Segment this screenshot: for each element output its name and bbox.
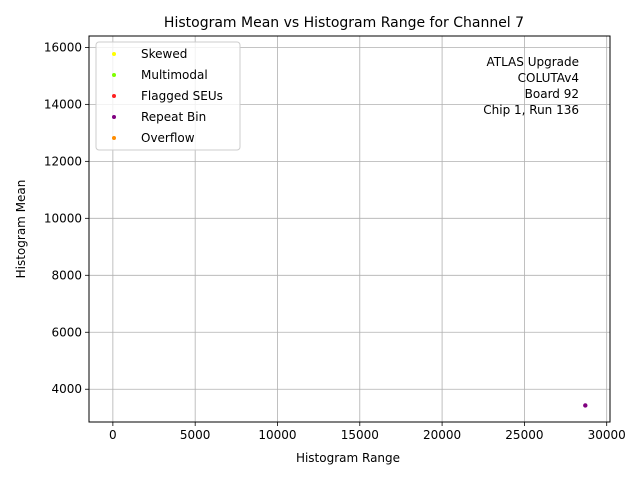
annotation-line: Board 92: [525, 87, 579, 101]
data-point: [583, 403, 588, 408]
x-tick-label: 0: [109, 428, 117, 442]
x-axis-ticks: 0 5000 10000 15000 20000 25000 30000: [109, 422, 626, 442]
x-tick-label: 20000: [423, 428, 461, 442]
y-tick-label: 10000: [44, 211, 82, 225]
data-points: [583, 403, 588, 408]
legend-marker: [112, 136, 116, 140]
y-axis-label: Histogram Mean: [14, 180, 28, 279]
legend-label: Overflow: [141, 131, 195, 145]
y-tick-label: 4000: [51, 382, 82, 396]
legend-marker: [112, 94, 116, 98]
legend: Skewed Multimodal Flagged SEUs Repeat Bin Ov…: [95, 41, 241, 151]
annotation-line: ATLAS Upgrade: [486, 55, 579, 69]
annotation-line: Chip 1, Run 136: [483, 103, 579, 117]
legend-marker: [112, 73, 116, 77]
x-tick-label: 15000: [341, 428, 379, 442]
legend-label: Skewed: [141, 47, 187, 61]
x-axis-label: Histogram Range: [296, 451, 400, 465]
y-tick-label: 6000: [51, 325, 82, 339]
y-tick-label: 12000: [44, 154, 82, 168]
annotation-line: COLUTAv4: [518, 71, 579, 85]
y-axis-ticks: 4000 6000 8000 10000 12000 14000 16000: [44, 40, 89, 396]
legend-marker: [112, 115, 116, 119]
x-tick-label: 5000: [180, 428, 211, 442]
grid-lines: [89, 36, 610, 422]
x-tick-label: 10000: [258, 428, 296, 442]
legend-label: Multimodal: [141, 68, 208, 82]
x-tick-label: 25000: [505, 428, 543, 442]
legend-marker: [112, 52, 116, 56]
plot-frame: [88, 35, 611, 423]
legend-box: [95, 41, 241, 151]
chart-annotation: ATLAS Upgrade COLUTAv4 Board 92 Chip 1, Run…: [483, 55, 579, 117]
legend-label: Repeat Bin: [141, 110, 206, 124]
legend-label: Flagged SEUs: [141, 89, 223, 103]
y-tick-label: 8000: [51, 268, 82, 282]
y-tick-label: 14000: [44, 97, 82, 111]
chart-title: Histogram Mean vs Histogram Range for Ch…: [164, 15, 524, 31]
y-tick-label: 16000: [44, 40, 82, 54]
x-tick-label: 30000: [588, 428, 626, 442]
